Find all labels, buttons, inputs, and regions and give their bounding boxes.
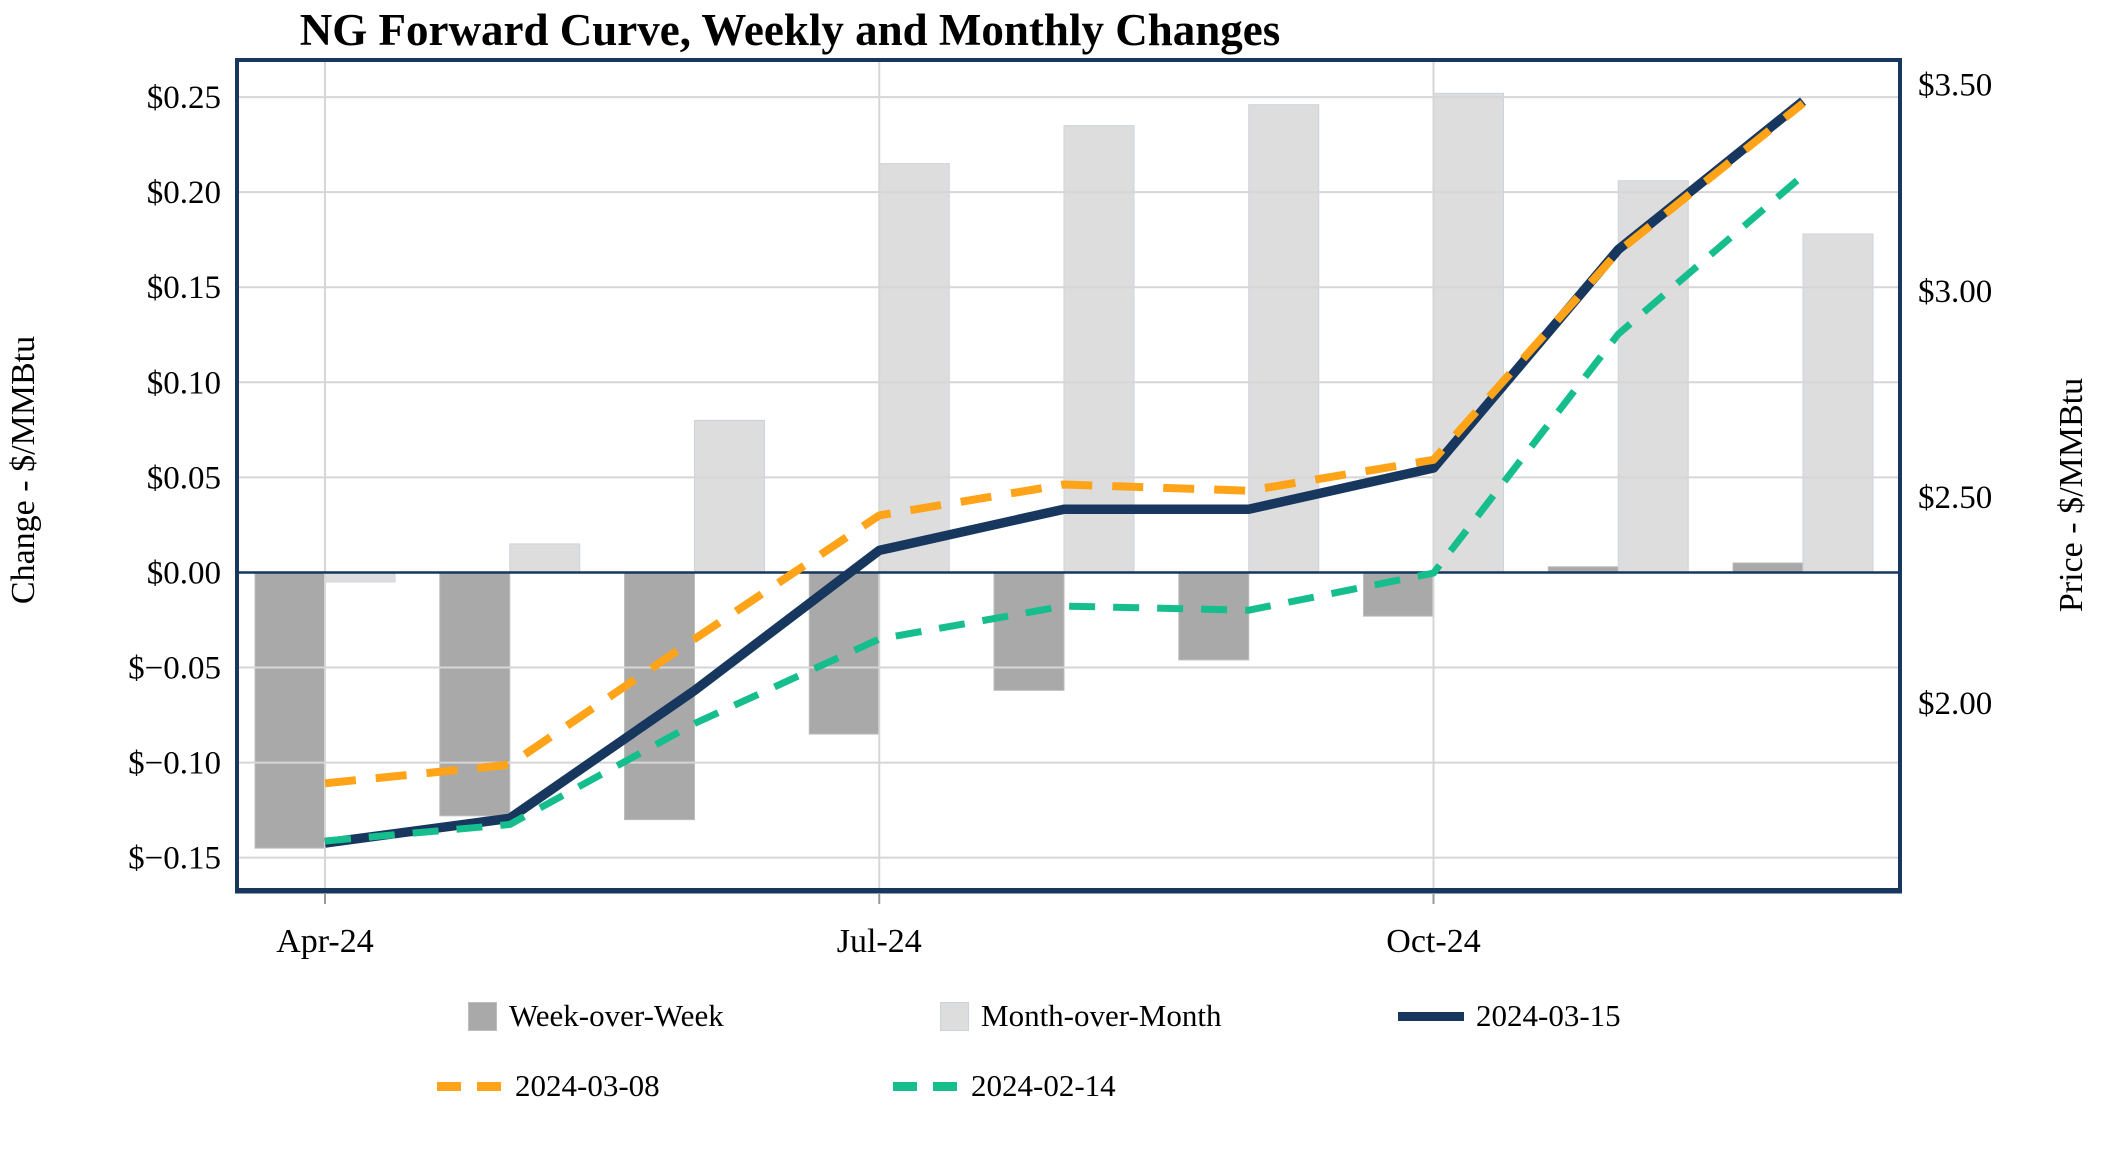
legend-item-2024-03-15: 2024-03-15 (1398, 998, 1621, 1034)
bar-month-over-month (1433, 92, 1504, 573)
bar-month-over-month (324, 571, 396, 583)
bar-month-over-month (1802, 233, 1874, 573)
week-over-week-swatch (468, 1001, 497, 1031)
x-axis-tick-label: Jul-24 (837, 923, 922, 960)
left-axis-tick-label: $0.05 (147, 460, 221, 496)
bar-week-over-week (1732, 562, 1804, 573)
right-axis-tick-label: $3.50 (1918, 68, 1992, 104)
bar-week-over-week (1178, 571, 1250, 661)
month-over-month-swatch (940, 1001, 969, 1031)
left-axis-tick-label: $−0.15 (128, 841, 221, 877)
bar-week-over-week (254, 571, 326, 849)
right-axis-tick-label: $2.50 (1918, 480, 1992, 516)
legend-label: 2024-03-15 (1476, 998, 1621, 1033)
legend-label: Week-over-Week (509, 998, 724, 1033)
left-axis-tick-label: $0.25 (147, 80, 221, 116)
left-axis-tick-label: $0.20 (147, 175, 221, 211)
left-axis-tick-label: $0.10 (147, 365, 221, 401)
bar-month-over-month (1617, 180, 1689, 573)
left-axis-tick-label: $0.15 (147, 270, 221, 306)
legend-item-month-over-month: Month-over-Month (940, 998, 1221, 1034)
legend-item-week-over-week: Week-over-Week (468, 998, 724, 1034)
bar-month-over-month (694, 419, 765, 573)
right-axis-tick-label: $3.00 (1918, 274, 1992, 310)
series-line-2024-03-08 (324, 100, 1806, 788)
right-axis-tick-label: $2.00 (1918, 686, 1992, 722)
x-axis-tick-label: Apr-24 (276, 923, 374, 960)
legend-label: Month-over-Month (981, 998, 1222, 1033)
line-swatch-solid (1398, 1011, 1464, 1021)
legend-item-2024-02-14: 2024-02-14 (893, 1068, 1116, 1104)
left-axis-tick-label: $0.00 (147, 555, 221, 591)
bar-week-over-week (993, 571, 1065, 691)
bar-month-over-month (509, 543, 581, 573)
line-swatch-dashed-orange (437, 1081, 503, 1091)
legend-label: 2024-03-08 (515, 1068, 660, 1103)
series-line-2024-03-15 (324, 97, 1806, 848)
x-axis-tick-label: Oct-24 (1386, 923, 1480, 960)
legend-item-2024-03-08: 2024-03-08 (437, 1068, 660, 1104)
legend-label: 2024-02-14 (971, 1068, 1116, 1103)
left-axis-tick-label: $−0.10 (128, 746, 221, 782)
chart-title: NG Forward Curve, Weekly and Monthly Cha… (299, 5, 1281, 55)
bar-week-over-week (439, 571, 511, 817)
line-swatch-dashed-green (893, 1081, 959, 1091)
left-axis-tick-label: $−0.05 (128, 651, 221, 687)
